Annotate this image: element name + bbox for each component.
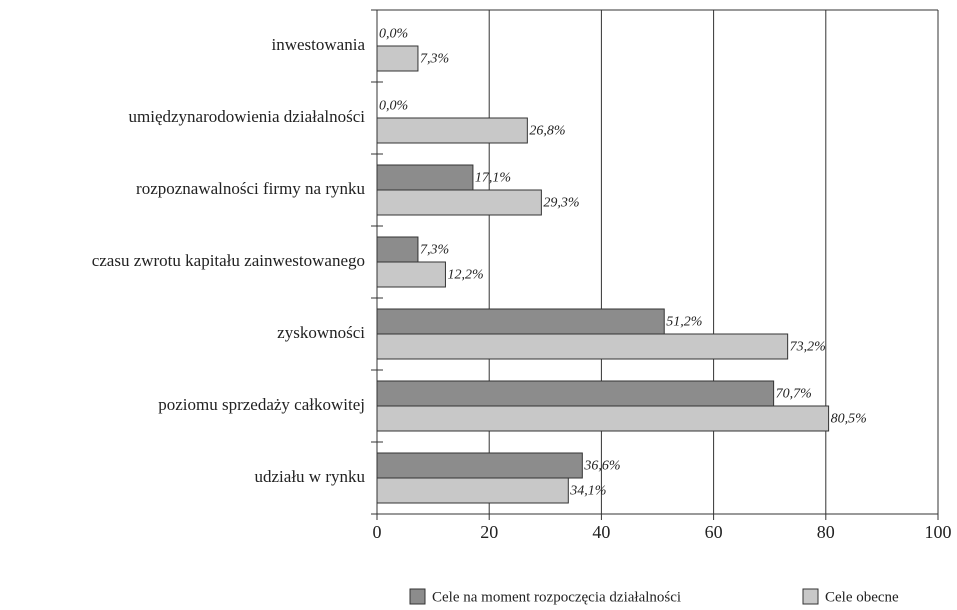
bar — [376, 405, 830, 432]
bar — [376, 117, 528, 144]
data-label: 36,6% — [583, 459, 620, 474]
data-label: 29,3% — [543, 196, 579, 211]
bar — [376, 164, 474, 191]
data-label: 73,2% — [790, 340, 826, 355]
data-label: 26,8% — [529, 124, 565, 139]
x-tick-label: 60 — [705, 522, 723, 542]
bar — [376, 236, 419, 263]
bar — [376, 380, 775, 407]
data-label: 12,2% — [447, 268, 483, 283]
data-label: 7,3% — [420, 52, 449, 67]
data-label: 51,2% — [666, 315, 702, 330]
y-tick-label: umiędzynarodowienia działalności — [129, 107, 366, 126]
x-tick-label: 40 — [592, 522, 610, 542]
data-label: 7,3% — [420, 243, 449, 258]
y-tick-label: udziału w rynku — [255, 467, 366, 486]
x-tick-label: 80 — [817, 522, 835, 542]
legend-swatch — [802, 588, 819, 605]
bar — [376, 333, 789, 360]
data-label: 70,7% — [776, 387, 812, 402]
bar — [376, 308, 665, 335]
x-tick-label: 0 — [373, 522, 382, 542]
bar — [376, 45, 419, 72]
bar — [376, 189, 542, 216]
data-label: 34,1% — [569, 484, 606, 499]
x-tick-label: 20 — [480, 522, 498, 542]
bar — [376, 477, 569, 504]
data-label: 17,1% — [475, 171, 511, 186]
bar — [376, 261, 446, 288]
data-label: 0,0% — [379, 27, 408, 42]
y-tick-label: poziomu sprzedaży całkowitej — [158, 395, 365, 414]
bar — [376, 452, 583, 479]
y-tick-label: rozpoznawalności firmy na rynku — [136, 179, 365, 198]
legend-label: Cele na moment rozpoczęcia działalności — [432, 589, 681, 605]
legend-label: Cele obecne — [825, 589, 899, 605]
y-tick-label: inwestowania — [272, 35, 366, 54]
x-tick-label: 100 — [925, 522, 952, 542]
y-tick-label: czasu zwrotu kapitału zainwestowanego — [92, 251, 365, 270]
data-label: 80,5% — [831, 412, 867, 427]
data-label: 0,0% — [379, 99, 408, 114]
y-tick-label: zyskowności — [277, 323, 365, 342]
legend-swatch — [409, 588, 426, 605]
